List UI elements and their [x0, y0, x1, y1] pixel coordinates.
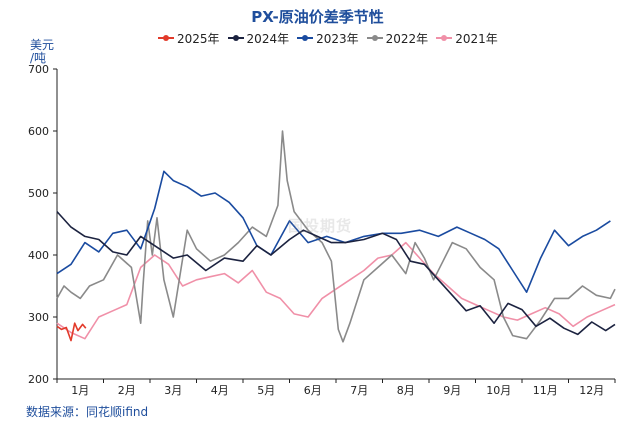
legend-item: 2024年 [227, 30, 290, 47]
legend-swatch [227, 32, 244, 44]
y-tick-label: 500 [28, 187, 49, 200]
y-tick-label: 700 [28, 63, 49, 76]
legend-label: 2022年 [385, 31, 429, 46]
x-tick-label: 4月 [211, 384, 229, 397]
legend-label: 2023年 [316, 31, 359, 46]
y-unit-line1: 美元 [30, 38, 55, 52]
legend-swatch [366, 32, 383, 44]
x-tick-label: 8月 [397, 384, 415, 397]
legend-label: 2021年 [455, 31, 498, 46]
x-tick-label: 7月 [350, 384, 368, 397]
data-source: 数据来源：同花顺ifind [26, 405, 149, 419]
legend-label: 2024年 [246, 31, 290, 46]
legend-label: 2025年 [177, 31, 220, 46]
y-tick-label: 400 [28, 249, 49, 262]
x-tick-label: 2月 [118, 384, 136, 397]
watermark: 国投期货 [288, 217, 353, 235]
y-tick-label: 600 [28, 125, 49, 138]
x-tick-label: 6月 [304, 384, 322, 397]
series-line-1 [56, 211, 616, 336]
y-tick-label: 200 [28, 373, 49, 386]
y-unit-line2: /吨 [30, 51, 47, 65]
x-tick-label: 10月 [486, 384, 511, 397]
legend-item: 2025年 [158, 30, 220, 47]
x-tick-label: 12月 [579, 384, 604, 397]
legend-item: 2022年 [366, 30, 429, 47]
series-line-0 [56, 322, 87, 342]
x-tick-label: 5月 [257, 384, 275, 397]
series-line-2 [56, 170, 611, 294]
chart-legend: 2025年 2024年 2023年 2022年 2021年 [158, 30, 506, 46]
legend-swatch [436, 32, 453, 44]
x-tick-label: 3月 [164, 384, 182, 397]
x-tick-label: 1月 [71, 384, 89, 397]
x-tick-label: 9月 [443, 384, 461, 397]
series-line-3 [56, 130, 616, 343]
legend-swatch [297, 32, 314, 44]
legend-item: 2023年 [297, 30, 359, 47]
x-tick-label: 11月 [533, 384, 558, 397]
legend-item: 2021年 [436, 30, 498, 47]
y-tick-label: 300 [28, 311, 49, 324]
chart-title: PX-原油价差季节性 [251, 8, 384, 26]
legend-swatch [158, 32, 174, 44]
series-line-4 [56, 241, 616, 340]
